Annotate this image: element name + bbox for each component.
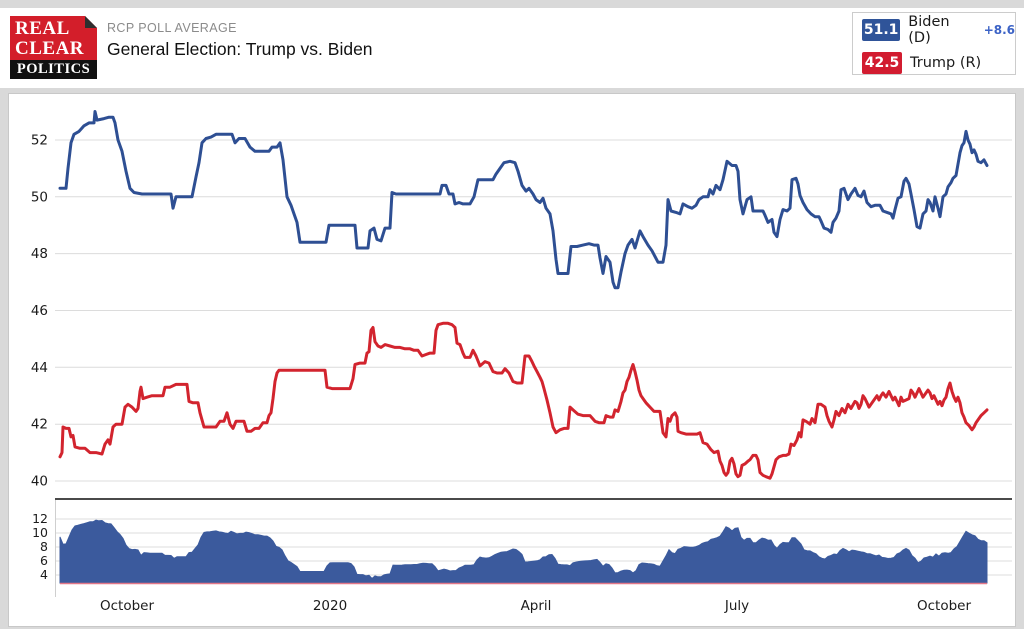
spread-area — [59, 519, 988, 584]
spread-ytick-10: 10 — [32, 525, 48, 540]
spread-ytick-12: 12 — [32, 511, 48, 526]
rcp-logo-line2: CLEAR — [15, 38, 85, 59]
rcp-logo-line3: POLITICS — [16, 61, 91, 77]
x-axis-label-2020-1: 2020 — [313, 598, 347, 614]
legend-row-trump[interactable]: 42.5 Trump (R) — [862, 51, 1015, 74]
x-axis-label-july-3: July — [724, 598, 749, 614]
x-axis-label-october-4: October — [917, 598, 971, 614]
poll-average-kicker: RCP POLL AVERAGE — [107, 21, 237, 35]
trump-value-badge: 42.5 — [862, 51, 902, 74]
rcp-logo-line1: REAL — [15, 18, 70, 39]
spread-ytick-4: 4 — [40, 567, 48, 582]
rcp-logo-red-box: REAL CLEAR — [10, 16, 97, 60]
spread-ytick-8: 8 — [40, 539, 48, 554]
chart-card: 40 42 44 46 48 50 52 4 6 8 10 12 October 2020 April Jul… — [8, 93, 1016, 627]
main-ytick-42: 42 — [31, 417, 48, 433]
biden-spread-delta: +8.6 — [983, 22, 1015, 37]
legend-row-biden[interactable]: 51.1 Biden (D) +8.6 — [862, 14, 1015, 46]
x-axis-label-october-0: October — [100, 598, 154, 614]
main-ytick-52: 52 — [31, 133, 48, 149]
trump-label: Trump (R) — [910, 54, 982, 71]
rcp-logo-fold-corner — [85, 16, 97, 28]
header-bar: REAL CLEAR POLITICS RCP POLL AVERAGE Gen… — [0, 8, 1024, 88]
trump-series-line — [58, 321, 989, 480]
main-ytick-44: 44 — [31, 360, 48, 376]
page-title: General Election: Trump vs. Biden — [107, 39, 373, 59]
legend-box: 51.1 Biden (D) +8.6 42.5 Trump (R) — [852, 12, 1016, 75]
biden-value-badge: 51.1 — [862, 18, 901, 41]
biden-label: Biden (D) — [908, 13, 950, 46]
rcp-logo-black-box: POLITICS — [10, 60, 97, 79]
x-axis-label-april-2: April — [521, 598, 552, 614]
rcp-logo[interactable]: REAL CLEAR POLITICS — [10, 16, 97, 79]
main-ytick-48: 48 — [31, 246, 48, 262]
main-ytick-46: 46 — [31, 303, 48, 319]
biden-series-line — [58, 110, 989, 290]
spread-ytick-6: 6 — [40, 553, 48, 568]
main-ytick-40: 40 — [31, 474, 48, 490]
main-ytick-50: 50 — [31, 189, 48, 205]
